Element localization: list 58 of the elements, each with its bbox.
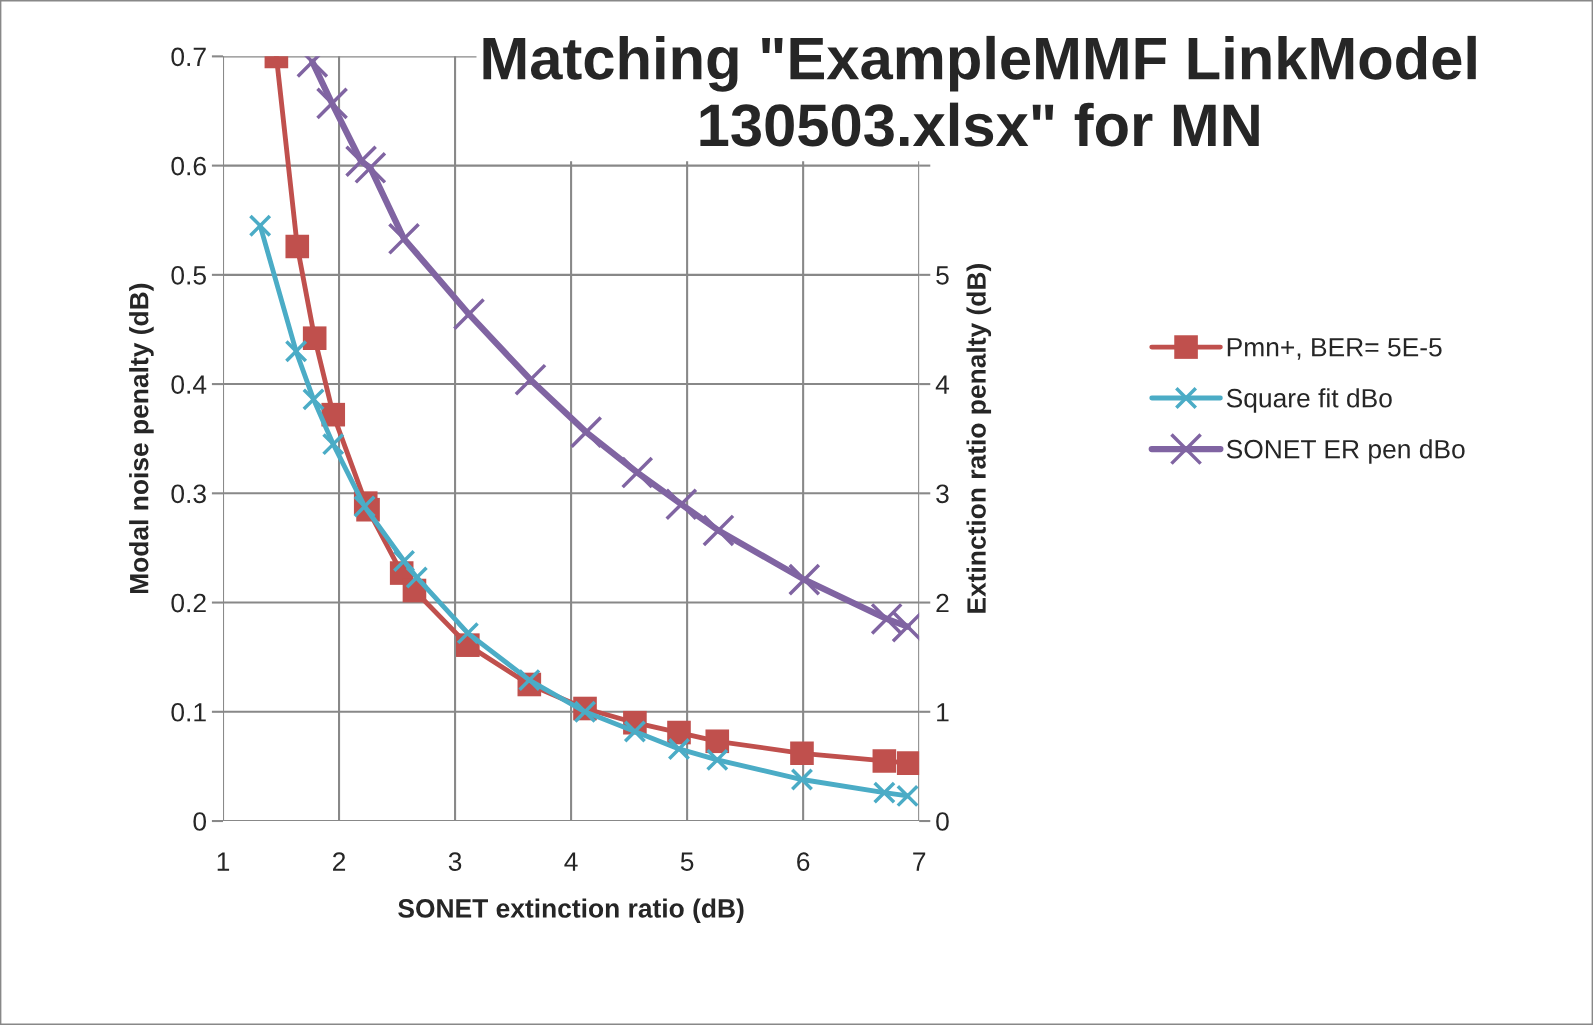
point bbox=[705, 729, 730, 754]
point bbox=[896, 751, 920, 775]
point bbox=[702, 514, 735, 547]
x-tick-label: 5 bbox=[680, 852, 694, 871]
point bbox=[456, 621, 480, 645]
x-tick-label: 6 bbox=[797, 852, 810, 871]
y-tick-label: 0.2 bbox=[171, 593, 206, 613]
point bbox=[787, 563, 821, 596]
legend-label: Square fit dBo bbox=[1226, 388, 1392, 413]
point bbox=[344, 144, 378, 178]
y-tick-label: 0.3 bbox=[171, 484, 206, 504]
legend-label: SONET ER pen dBo bbox=[1226, 439, 1465, 464]
point bbox=[321, 432, 345, 456]
chart-title: Matching "ExampleMMF LinkModel 130503.xlsx" for MN bbox=[483, 35, 1476, 147]
y-tick-label: 0 bbox=[193, 812, 207, 831]
legend-label: Pmn+, BER= 5E-5 bbox=[1227, 338, 1442, 360]
y2-tick-label: 3 bbox=[936, 484, 949, 504]
y2-tick-label: 2 bbox=[936, 593, 949, 613]
point bbox=[387, 222, 421, 256]
point bbox=[870, 602, 903, 636]
y-axis-title: Modal noise penalty (dB) bbox=[129, 283, 154, 594]
point bbox=[517, 668, 541, 692]
point bbox=[392, 549, 416, 573]
point bbox=[705, 748, 729, 772]
y-tick-label: 0.6 bbox=[171, 156, 206, 176]
point bbox=[452, 297, 486, 331]
point bbox=[620, 456, 654, 489]
point bbox=[790, 741, 814, 766]
point bbox=[285, 234, 310, 259]
x-tick-label: 3 bbox=[448, 852, 462, 871]
y-tick-label: 0.1 bbox=[171, 702, 206, 722]
point bbox=[284, 339, 308, 363]
point bbox=[302, 387, 325, 411]
x-tick-label: 4 bbox=[564, 852, 578, 871]
point bbox=[354, 151, 387, 185]
y2-tick-label: 1 bbox=[937, 703, 949, 722]
point bbox=[667, 737, 691, 761]
point bbox=[514, 363, 547, 397]
x-axis-title: SONET extinction ratio (dB) bbox=[398, 898, 744, 923]
y2-axis-title: Extinction ratio penalty (dB) bbox=[966, 264, 992, 613]
x-tick-label: 1 bbox=[217, 852, 230, 871]
y-tick-label: 0.7 bbox=[171, 47, 206, 67]
point bbox=[248, 214, 272, 238]
point bbox=[569, 415, 603, 449]
x-tick-label: 2 bbox=[333, 852, 346, 871]
point bbox=[872, 749, 897, 773]
point bbox=[623, 719, 647, 743]
point bbox=[302, 326, 327, 351]
y2-tick-label: 5 bbox=[936, 266, 949, 285]
point bbox=[664, 487, 698, 521]
y-tick-label: 0.4 bbox=[171, 375, 207, 394]
point bbox=[405, 565, 429, 589]
y2-tick-label: 4 bbox=[935, 375, 950, 394]
point bbox=[315, 87, 349, 120]
x-tick-label: 7 bbox=[913, 852, 926, 871]
y-tick-label: 0.5 bbox=[171, 265, 206, 285]
point bbox=[790, 768, 814, 791]
y2-tick-label: 0 bbox=[936, 812, 949, 831]
